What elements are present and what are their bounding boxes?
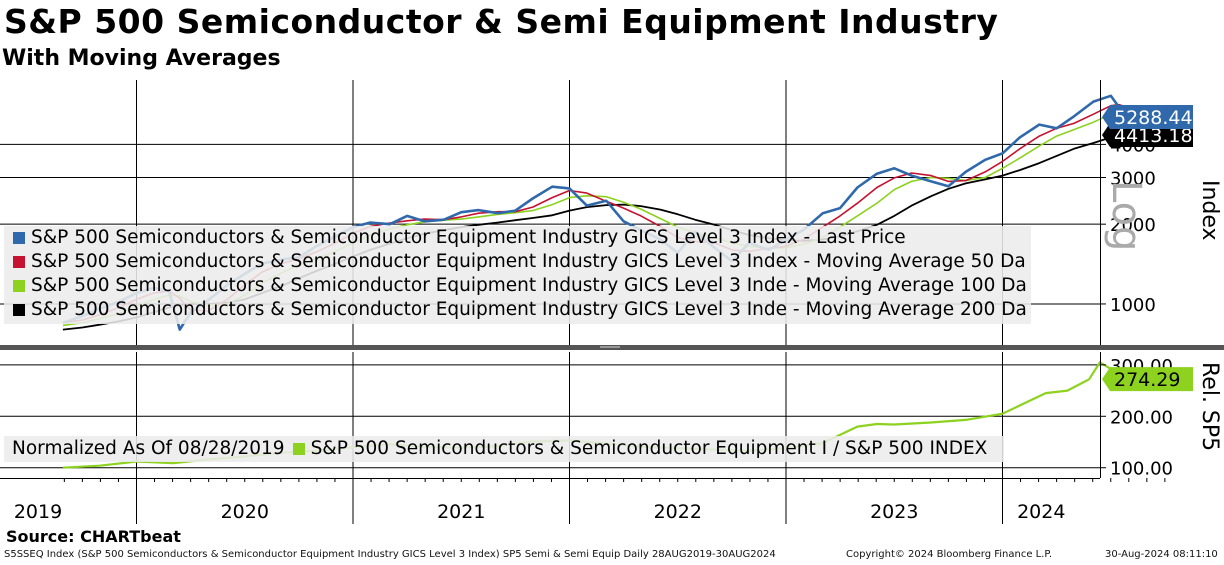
price-value-label-box (1102, 105, 1193, 129)
legend-item-ma50: S&P 500 Semiconductors & Semiconductor E… (13, 250, 1031, 274)
panel-separator-grip (600, 346, 620, 348)
legend-item-relative: Normalized As Of 08/28/2019 S&P 500 Semi… (12, 437, 1004, 461)
x-tick-label: 2022 (654, 501, 702, 523)
x-tick-label: 2021 (437, 501, 485, 523)
upper-tick-label: 1000 (1110, 295, 1156, 316)
legend-item-price: S&P 500 Semiconductors & Semiconductor E… (13, 226, 1031, 250)
legend-label-price: S&P 500 Semiconductors & Semiconductor E… (31, 227, 906, 248)
price-value-label: 5288.44 (1102, 105, 1193, 129)
legend-swatch-ma100 (13, 280, 25, 292)
legend-item-ma100: S&P 500 Semiconductors & Semiconductor E… (13, 274, 1031, 298)
legend-swatch-relative (292, 443, 305, 455)
legend-label-ma200: S&P 500 Semiconductors & Semiconductor E… (31, 299, 1027, 320)
footer-copyright: Copyright© 2024 Bloomberg Finance L.P. (846, 549, 1053, 560)
x-tick-label: 2020 (221, 501, 269, 523)
footer-timestamp: 30-Aug-2024 08:11:10 (1105, 549, 1218, 560)
legend-swatch-ma200 (13, 304, 25, 316)
legend-normalized-label: Normalized As Of 08/28/2019 (12, 438, 285, 459)
x-tick-label: 2024 (1017, 501, 1065, 523)
relative-value-label-text: 274.29 (1114, 369, 1180, 391)
footer-description: S5SSEQ Index (S&P 500 Semiconductors & S… (4, 549, 776, 560)
x-tick-label: 2023 (870, 501, 918, 523)
upper-legend: S&P 500 Semiconductors & Semiconductor E… (4, 226, 1031, 324)
upper-tick-label: 2000 (1110, 215, 1156, 236)
source-note: Source: CHARTbeat (6, 527, 181, 546)
relative-value-label-box (1102, 367, 1193, 392)
legend-label-ma100: S&P 500 Semiconductors & Semiconductor E… (31, 275, 1027, 296)
legend-swatch-price (13, 232, 25, 244)
lower-tick-label: 200.00 (1110, 407, 1173, 428)
price-value-label-text: 5288.44 (1114, 107, 1193, 129)
log-scale-watermark: Log (1103, 180, 1149, 252)
lower-legend: Normalized As Of 08/28/2019 S&P 500 Semi… (4, 436, 1004, 462)
legend-swatch-ma50 (13, 256, 25, 268)
upper-tick-label: 3000 (1110, 169, 1156, 190)
legend-label-ma50: S&P 500 Semiconductors & Semiconductor E… (31, 251, 1026, 272)
legend-item-ma200: S&P 500 Semiconductors & Semiconductor E… (13, 298, 1031, 322)
ma-value-label-text: 4413.18 (1114, 125, 1193, 147)
legend-label-relative: S&P 500 Semiconductors & Semiconductor E… (310, 438, 988, 459)
lower-axis-title: Rel. SP5 (1197, 362, 1222, 452)
x-tick-label: 2019 (14, 501, 62, 523)
relative-value-label: 274.29 (1102, 367, 1193, 392)
lower-tick-label: 100.00 (1110, 459, 1173, 480)
chart-title: S&P 500 Semiconductor & Semi Equipment I… (4, 2, 999, 41)
chart-subtitle: With Moving Averages (2, 46, 281, 71)
upper-axis-title: Index (1197, 180, 1222, 241)
